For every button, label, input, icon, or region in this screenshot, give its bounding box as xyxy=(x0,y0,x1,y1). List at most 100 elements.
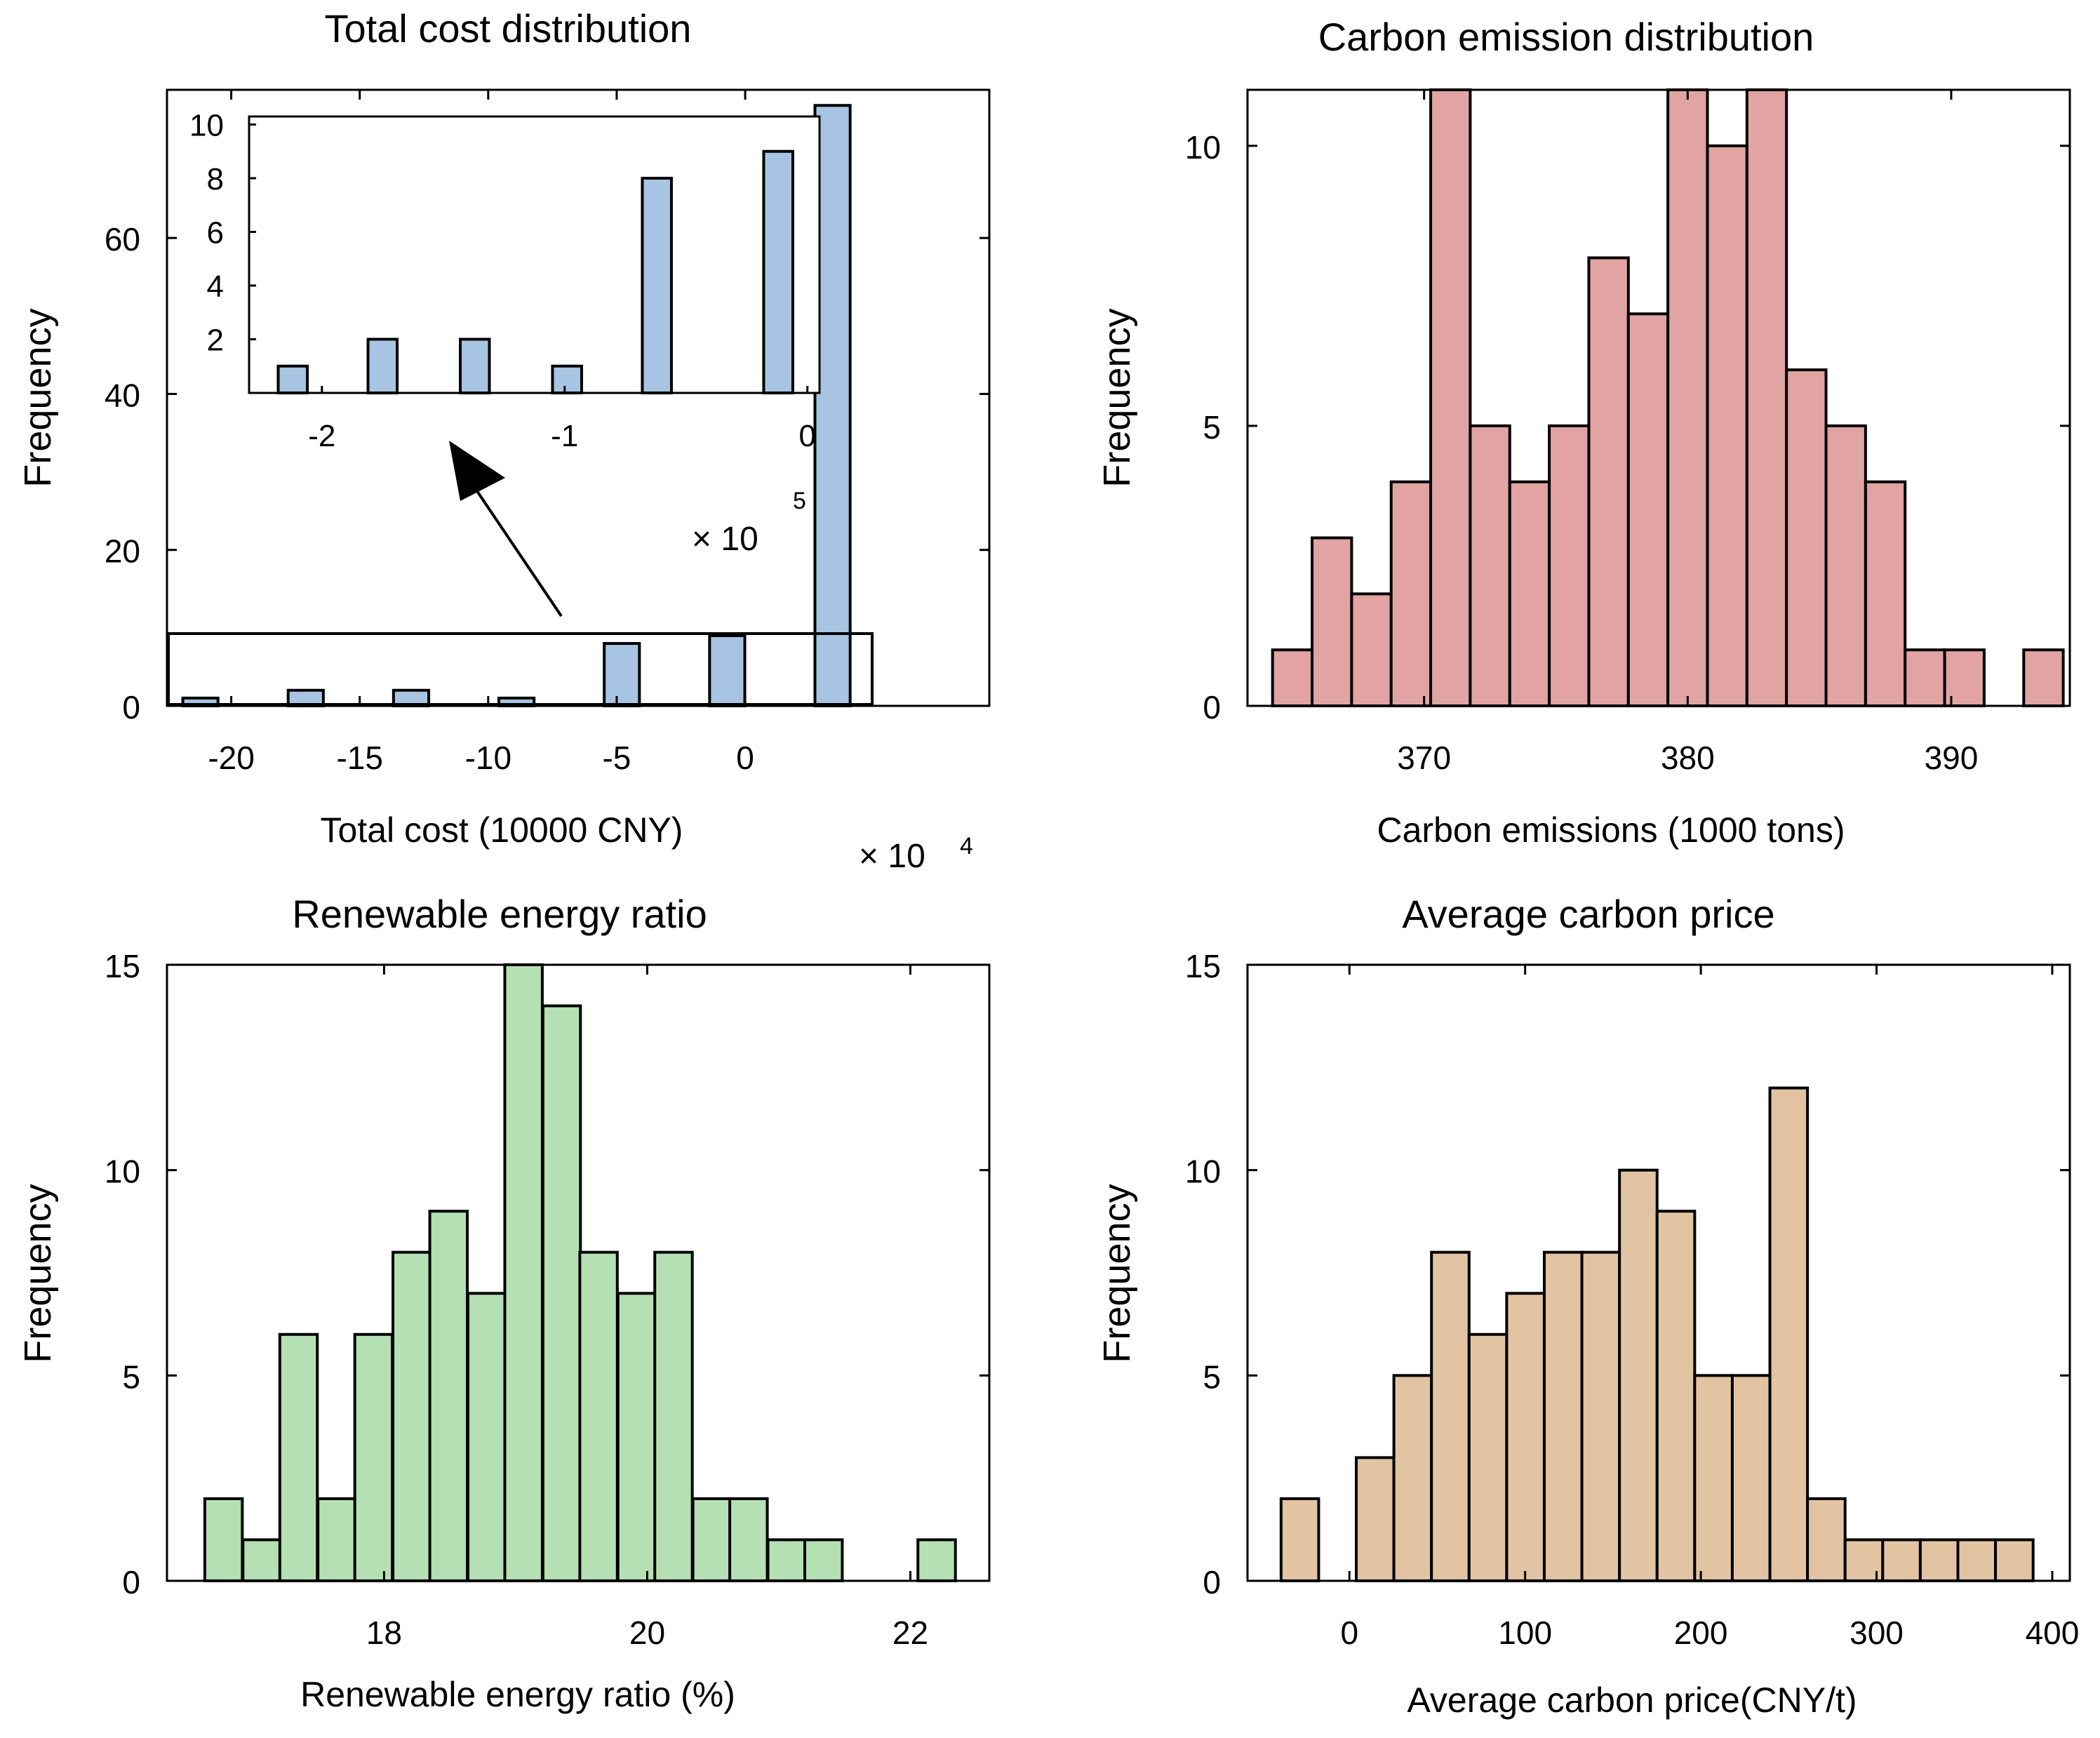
cost-title: Total cost distribution xyxy=(325,6,692,51)
inset-bar xyxy=(458,337,491,394)
renewable-ytick-label: 0 xyxy=(122,1564,140,1600)
inset-axis-ticks: 2 4 6 8 10 -2 -1 0 xyxy=(189,108,816,453)
cost-ytick-label: 40 xyxy=(105,377,140,413)
inset-ytick-label: 10 xyxy=(189,108,224,142)
price-bar xyxy=(1655,1210,1697,1582)
price-bar xyxy=(1806,1497,1847,1583)
emission-bar xyxy=(1745,88,1788,707)
price-ytick-label: 10 xyxy=(1185,1154,1221,1190)
renewable-xtick-label: 22 xyxy=(892,1615,928,1651)
cost-ytick-label: 60 xyxy=(105,221,140,258)
renewable-bar xyxy=(766,1538,807,1582)
inset-xtick-label: -2 xyxy=(308,419,335,453)
emission-bar xyxy=(1469,424,1511,708)
price-ylabel: Frequency xyxy=(1096,1184,1138,1363)
cost-xtick-label: -5 xyxy=(602,740,631,776)
renewable-bar xyxy=(241,1538,282,1582)
renewable-ylabel: Frequency xyxy=(17,1184,59,1363)
renewable-bar xyxy=(278,1332,319,1583)
emission-bar xyxy=(1389,480,1433,708)
inset-x-exponent: × 10 xyxy=(692,521,758,558)
emission-ytick-label: 0 xyxy=(1203,689,1221,726)
price-axis-ticks: 0 5 10 15 0 100 200 300 400 xyxy=(1185,948,2080,1651)
renewable-ytick-label: 10 xyxy=(105,1154,140,1190)
renewable-xlabel: Renewable energy ratio (%) xyxy=(300,1675,735,1714)
price-bar xyxy=(1730,1374,1772,1583)
price-bars xyxy=(1279,1086,2035,1583)
renewable-xtick-label: 18 xyxy=(366,1615,402,1651)
emission-bar xyxy=(1666,88,1709,707)
cost-bar xyxy=(813,104,852,707)
cost-x-exponent-power: 4 xyxy=(960,833,973,860)
inset-bar xyxy=(762,149,794,394)
inset-xtick-label: 0 xyxy=(798,419,815,453)
renewable-ytick-label: 15 xyxy=(105,948,140,984)
emission-xtick-label: 370 xyxy=(1397,740,1451,776)
emission-bar xyxy=(1311,536,1353,708)
renewable-bar xyxy=(728,1497,769,1583)
price-ytick-label: 0 xyxy=(1203,1564,1221,1600)
price-xtick-label: 0 xyxy=(1340,1615,1358,1651)
price-bar xyxy=(1392,1374,1433,1583)
inset-bar xyxy=(366,337,399,394)
emission-axis-ticks: 0 5 10 370 380 390 xyxy=(1185,90,2070,776)
emission-bar xyxy=(1626,312,1670,708)
price-bar xyxy=(1768,1086,1810,1582)
inset-plot-frame xyxy=(248,115,821,394)
emission-bar xyxy=(1350,592,1393,708)
renewable-bar xyxy=(428,1210,469,1582)
zoom-arrow-line xyxy=(476,490,563,617)
price-bar xyxy=(1994,1538,2035,1582)
inset-xtick-label: -1 xyxy=(551,419,578,453)
renewable-bar xyxy=(392,1250,432,1582)
renewable-bar xyxy=(691,1497,733,1583)
price-bar xyxy=(1505,1292,1546,1583)
renewable-bar xyxy=(353,1332,394,1583)
cost-xtick-label: -10 xyxy=(465,740,511,776)
inset-ytick-label: 2 xyxy=(207,323,224,357)
cost-ylabel: Frequency xyxy=(17,308,59,487)
price-ytick-label: 15 xyxy=(1185,948,1221,984)
renewable-bar xyxy=(503,963,544,1582)
renewable-bar xyxy=(916,1538,957,1582)
emission-xlabel: Carbon emissions (1000 tons) xyxy=(1377,810,1845,850)
price-bar xyxy=(1279,1497,1320,1583)
price-bar xyxy=(1618,1168,1659,1582)
price-xtick-label: 300 xyxy=(1850,1615,1904,1651)
price-title: Average carbon price xyxy=(1402,892,1774,936)
zoom-arrow-head xyxy=(449,441,505,501)
emission-bar xyxy=(1271,648,1314,708)
price-bar xyxy=(1580,1250,1621,1582)
cost-xlabel: Total cost (10000 CNY) xyxy=(321,810,683,850)
emission-bar xyxy=(1864,480,1907,708)
inset-bars xyxy=(276,149,794,394)
renewable-bar xyxy=(653,1250,694,1582)
emission-bar xyxy=(2022,648,2065,708)
panel-carbon-price: 0 5 10 15 0 100 200 300 400 Average carbon price… xyxy=(1096,892,2079,1720)
cost-xtick-label: 0 xyxy=(736,740,754,776)
price-xtick-label: 100 xyxy=(1498,1615,1552,1651)
inset-x-exponent-power: 5 xyxy=(793,488,806,514)
renewable-axis-ticks: 0 5 10 15 18 20 22 xyxy=(105,948,989,1651)
price-xlabel: Average carbon price(CNY/t) xyxy=(1407,1680,1857,1720)
emission-bar xyxy=(1587,256,1630,708)
cost-ytick-label: 0 xyxy=(122,689,140,726)
cost-bars xyxy=(181,104,852,708)
emission-xtick-label: 380 xyxy=(1661,740,1715,776)
emission-bar xyxy=(1706,144,1748,707)
emission-bar xyxy=(1429,88,1472,707)
emission-ylabel: Frequency xyxy=(1096,308,1138,487)
renewable-title: Renewable energy ratio xyxy=(292,892,707,936)
price-xtick-label: 200 xyxy=(1674,1615,1728,1651)
cost-bar xyxy=(708,634,747,707)
renewable-bar xyxy=(203,1497,244,1583)
renewable-ytick-label: 5 xyxy=(122,1358,140,1395)
inset-ytick-label: 4 xyxy=(207,269,224,304)
cost-x-exponent: × 10 xyxy=(859,838,925,875)
renewable-bars xyxy=(203,963,957,1583)
price-bar xyxy=(1467,1332,1509,1583)
renewable-bar xyxy=(316,1497,357,1583)
